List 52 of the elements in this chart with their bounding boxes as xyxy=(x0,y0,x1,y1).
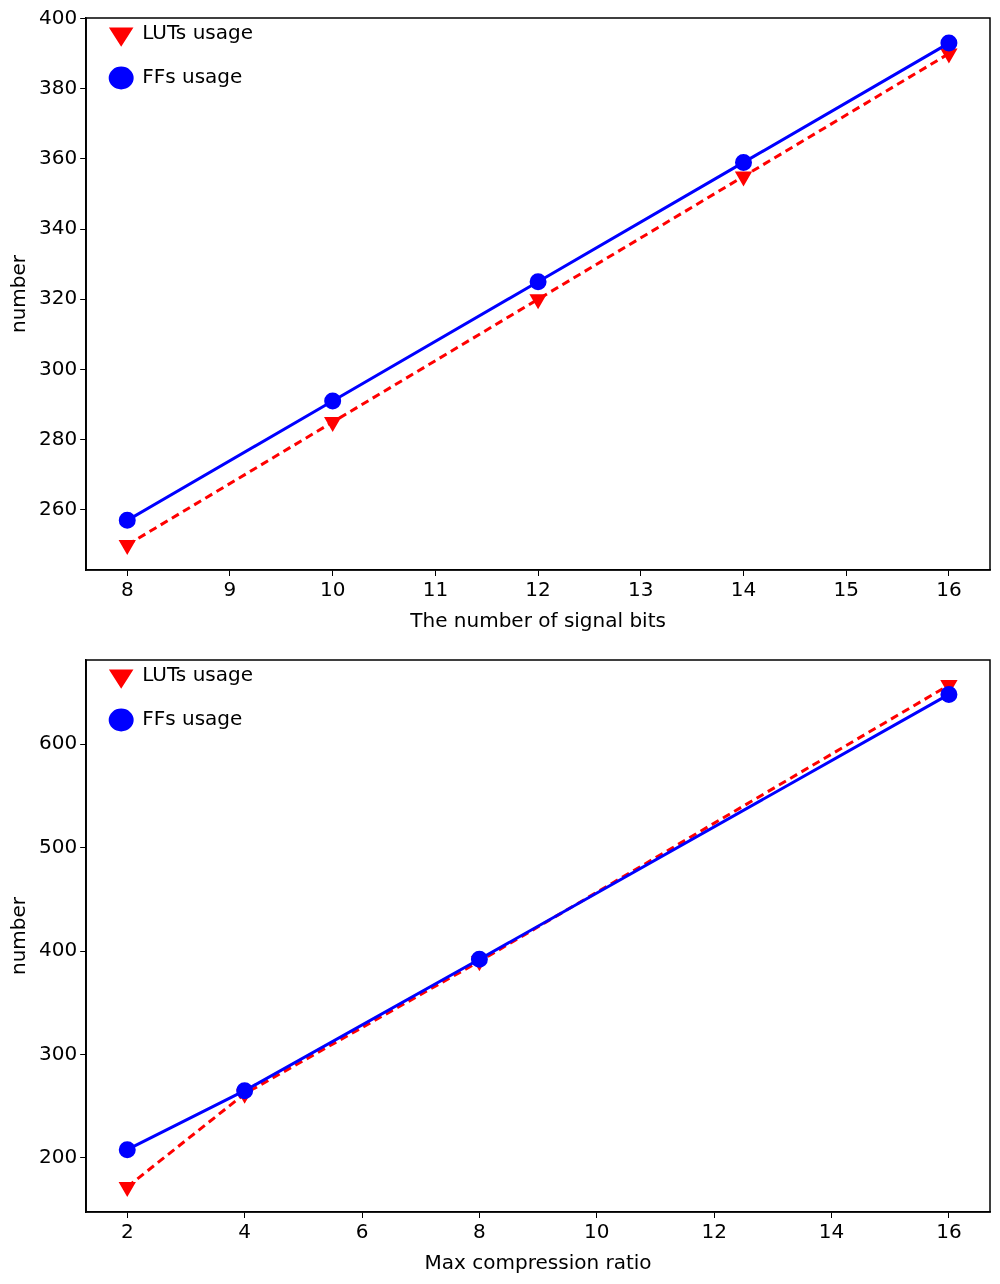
x-tick-label: 13 xyxy=(628,577,654,602)
y-tick-label: 500 xyxy=(38,833,78,858)
x-tick-label: 12 xyxy=(701,1219,727,1244)
point xyxy=(236,1082,254,1100)
y-tick-label: 360 xyxy=(38,145,78,170)
legend-label: FFs usage xyxy=(142,706,243,731)
x-axis-title: The number of signal bits xyxy=(409,608,666,633)
point xyxy=(325,417,341,431)
x-tick-label: 14 xyxy=(730,577,757,602)
y-tick-label: 300 xyxy=(38,355,78,380)
x-tick-label: 16 xyxy=(936,1219,962,1244)
point xyxy=(940,34,958,52)
x-tick-label: 2 xyxy=(120,1219,134,1244)
y-axis-title: number xyxy=(6,896,31,976)
x-tick-label: 8 xyxy=(473,1219,486,1244)
point xyxy=(324,392,342,410)
point xyxy=(118,511,136,529)
point xyxy=(735,153,752,171)
y-tick-label: 380 xyxy=(38,74,78,99)
x-tick-label: 6 xyxy=(355,1219,369,1244)
point xyxy=(118,1141,136,1159)
y-tick-label: 600 xyxy=(38,730,78,755)
y-tick-label: 280 xyxy=(38,425,78,450)
point xyxy=(530,294,546,308)
x-tick-label: 14 xyxy=(818,1219,845,1244)
legend-label: LUTs usage xyxy=(142,20,253,45)
point xyxy=(529,273,547,291)
y-tick-label: 400 xyxy=(38,937,78,962)
x-tick-label: 9 xyxy=(223,577,237,602)
y-tick-label: 200 xyxy=(38,1144,78,1169)
x-tick-label: 11 xyxy=(422,577,449,602)
y-tick-label: 300 xyxy=(38,1040,78,1065)
x-tick-label: 8 xyxy=(120,577,134,602)
legend-label: LUTs usage xyxy=(142,662,253,687)
y-tick-label: 400 xyxy=(38,4,78,29)
y-tick-label: 260 xyxy=(38,496,78,521)
point xyxy=(119,539,135,554)
x-tick-label: 15 xyxy=(833,577,859,602)
x-axis-title: Max compression ratio xyxy=(424,1250,652,1275)
y-tick-label: 320 xyxy=(38,285,78,310)
x-tick-label: 16 xyxy=(936,577,962,602)
y-tick-label: 340 xyxy=(38,215,78,240)
point xyxy=(735,171,752,185)
x-tick-label: 10 xyxy=(319,577,346,602)
x-tick-label: 4 xyxy=(238,1219,251,1244)
point xyxy=(940,685,958,703)
point xyxy=(470,950,488,968)
legend-label: FFs usage xyxy=(142,64,243,89)
x-tick-label: 10 xyxy=(584,1219,610,1244)
point xyxy=(119,1181,135,1196)
y-axis-title: number xyxy=(6,254,31,334)
x-tick-label: 12 xyxy=(525,577,551,602)
